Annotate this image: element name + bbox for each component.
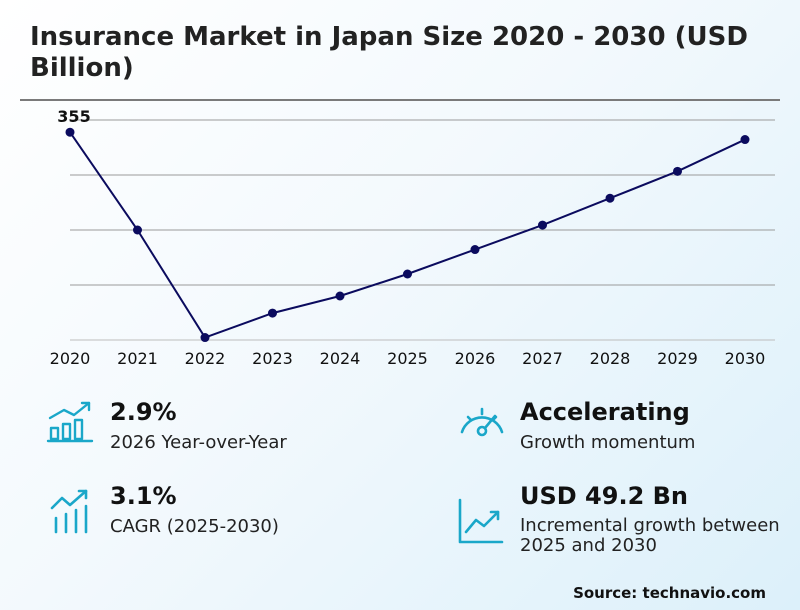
x-tick-label: 2027 (522, 349, 563, 368)
x-tick-label: 2028 (590, 349, 631, 368)
chart-title: Insurance Market in Japan Size 2020 - 20… (30, 22, 748, 83)
growth-chart-icon (458, 498, 504, 544)
x-tick-label: 2025 (387, 349, 428, 368)
line-chart: 355 2020 2021 2022 2023 2024 2025 2026 2027 2028… (50, 107, 775, 368)
stat-label: CAGR (2025-2030) (110, 516, 279, 537)
x-tick-label: 2020 (50, 349, 91, 368)
data-point (605, 193, 615, 203)
data-point (133, 225, 142, 235)
bar-chart-icon (46, 401, 94, 443)
data-point (200, 333, 210, 343)
trend-bars-icon (50, 489, 88, 534)
x-tick-label: 2022 (185, 349, 226, 368)
data-point (740, 135, 750, 145)
data-point (538, 220, 547, 230)
speedometer-icon (460, 407, 504, 437)
stat-value: Accelerating (520, 398, 690, 426)
stat-incremental: USD 49.2 Bn Incremental growth between 2… (520, 482, 780, 556)
stat-yoy: 2.9% 2026 Year-over-Year (110, 398, 287, 453)
data-point (470, 245, 480, 255)
data-point (673, 166, 682, 176)
stat-label: Incremental growth between 2025 and 2030 (520, 515, 780, 556)
x-tick-label: 2021 (117, 349, 158, 368)
source-credit: Source: technavio.com (573, 584, 766, 602)
data-point (65, 127, 75, 137)
stat-value: 3.1% (110, 482, 177, 510)
x-tick-label: 2024 (320, 349, 361, 368)
x-tick-label: 2023 (252, 349, 293, 368)
stat-value: USD 49.2 Bn (520, 482, 688, 510)
data-point (403, 269, 412, 279)
x-tick-label: 2029 (657, 349, 698, 368)
data-point (335, 291, 345, 301)
series-line (69, 131, 746, 339)
stat-value: 2.9% (110, 398, 177, 426)
data-label: 355 (57, 107, 90, 126)
stat-momentum: Accelerating Growth momentum (520, 398, 695, 453)
title-divider (20, 99, 780, 101)
data-point (268, 308, 277, 318)
x-tick-label: 2026 (455, 349, 496, 368)
stat-label: Growth momentum (520, 432, 696, 453)
stat-cagr: 3.1% CAGR (2025-2030) (110, 482, 279, 537)
x-tick-label: 2030 (725, 349, 766, 368)
stat-label: 2026 Year-over-Year (110, 432, 287, 453)
